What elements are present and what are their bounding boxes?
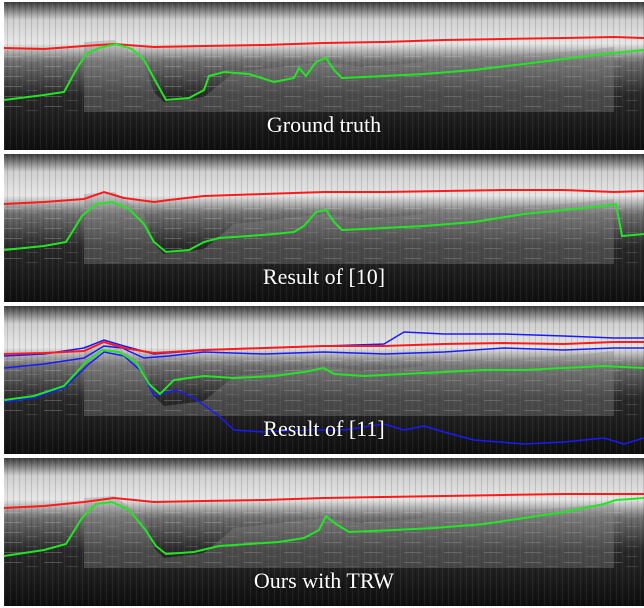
- top-layer-trace: [4, 35, 644, 51]
- panel-caption: Result of [10]: [262, 264, 386, 289]
- echogram-panel-result-11: Result of [11]: [4, 306, 644, 454]
- echogram-image: [4, 154, 644, 302]
- bottom-layer-trace: [4, 497, 644, 557]
- bottom-layer-trace: [4, 348, 644, 401]
- echogram-image: [4, 306, 644, 454]
- echogram-panel-result-10: Result of [10]: [4, 154, 644, 302]
- top-layer-trace: [4, 493, 644, 509]
- echogram-image: [4, 2, 644, 150]
- panel-caption: Ground truth: [266, 112, 382, 137]
- alternative-trace: [4, 351, 644, 445]
- alternative-trace: [4, 345, 644, 369]
- echogram-panel-ground-truth: Ground truth: [4, 2, 644, 150]
- bottom-layer-trace: [4, 200, 644, 254]
- panel-caption: Ours with TRW: [253, 568, 395, 593]
- top-layer-trace: [4, 340, 644, 355]
- echogram-panel-ours-trw: Ours with TRW: [4, 458, 644, 606]
- echogram-image: [4, 458, 644, 606]
- top-layer-trace: [4, 189, 644, 205]
- bottom-layer-trace: [4, 42, 644, 102]
- panel-caption: Result of [11]: [263, 416, 385, 441]
